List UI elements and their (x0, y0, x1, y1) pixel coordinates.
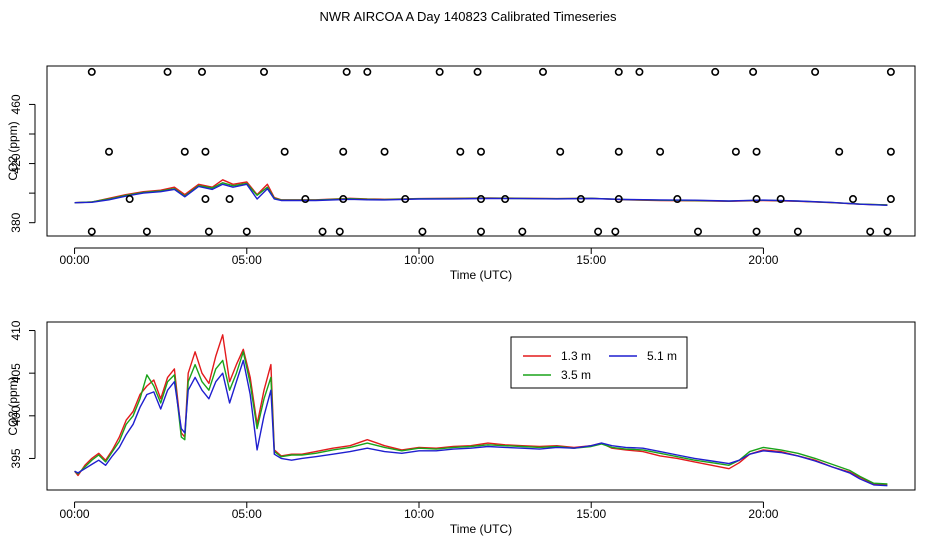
x-tick-label: 15:00 (576, 507, 606, 521)
data-point (125, 195, 134, 204)
x-tick-label: 05:00 (232, 507, 262, 521)
legend-label: 1.3 m (561, 349, 591, 363)
data-point (501, 195, 510, 204)
data-point (594, 227, 603, 236)
data-point (538, 67, 547, 76)
data-point (335, 227, 344, 236)
legend-label: 5.1 m (647, 349, 677, 363)
data-point (752, 195, 761, 204)
y-axis-label: CO2 (ppm) (6, 376, 20, 435)
series-line-13m (74, 334, 888, 486)
y-tick-label: 405 (9, 363, 23, 383)
data-point (614, 147, 623, 156)
x-tick-label: 00:00 (60, 253, 90, 267)
bottom-panel: 00:00 05:00 10:00 15:00 20:00 Time (UTC) 395 40… (6, 320, 916, 536)
data-point (105, 147, 114, 156)
data-point (363, 67, 372, 76)
data-point (518, 227, 527, 236)
data-point (339, 195, 348, 204)
data-point (201, 147, 210, 156)
y-tick-label: 380 (9, 212, 23, 232)
data-point (776, 195, 785, 204)
top-panel: 00:00 05:00 10:00 15:00 20:00 Time (UTC) 380 42… (6, 65, 916, 282)
plot-frame (46, 321, 916, 491)
x-tick-label: 20:00 (748, 507, 778, 521)
x-axis-label: Time (UTC) (450, 522, 512, 536)
y-tick-label: 395 (9, 448, 23, 468)
data-point (201, 195, 210, 204)
data-point (87, 67, 96, 76)
data-point (752, 227, 761, 236)
data-point (886, 67, 895, 76)
data-point (731, 147, 740, 156)
data-point (576, 195, 585, 204)
data-point (886, 195, 895, 204)
data-point (318, 227, 327, 236)
data-point (693, 227, 702, 236)
data-point (711, 67, 720, 76)
data-point (435, 67, 444, 76)
series-line-13m (74, 179, 888, 206)
data-point (886, 147, 895, 156)
data-point (635, 67, 644, 76)
y-tick-label: 410 (9, 320, 23, 340)
x-tick-label: 15:00 (576, 253, 606, 267)
data-point (614, 195, 623, 204)
data-point (380, 147, 389, 156)
data-point (614, 67, 623, 76)
series-line-35m (74, 351, 888, 485)
data-point (342, 67, 351, 76)
data-point (556, 147, 565, 156)
data-point (225, 195, 234, 204)
data-point (280, 147, 289, 156)
y-tick-label: 460 (9, 94, 23, 114)
data-point (401, 195, 410, 204)
x-tick-label: 20:00 (748, 253, 778, 267)
data-point (611, 227, 620, 236)
data-point (418, 227, 427, 236)
data-point (866, 227, 875, 236)
data-point (163, 67, 172, 76)
data-point (476, 147, 485, 156)
chart-title: NWR AIRCOA A Day 140823 Calibrated Times… (319, 9, 617, 24)
x-tick-label: 00:00 (60, 507, 90, 521)
data-point (883, 227, 892, 236)
data-point (198, 67, 207, 76)
x-tick-label: 10:00 (404, 507, 434, 521)
series-line-51m (74, 183, 888, 206)
data-point (793, 227, 802, 236)
legend-label: 3.5 m (561, 368, 591, 382)
x-axis-label: Time (UTC) (450, 268, 512, 282)
x-tick-label: 10:00 (404, 253, 434, 267)
data-point (142, 227, 151, 236)
data-point (848, 195, 857, 204)
data-point (204, 227, 213, 236)
y-tick-label: 400 (9, 405, 23, 425)
x-tick-label: 05:00 (232, 253, 262, 267)
data-point (242, 227, 251, 236)
data-point (339, 147, 348, 156)
data-point (259, 67, 268, 76)
data-point (752, 147, 761, 156)
data-point (656, 147, 665, 156)
data-point (87, 227, 96, 236)
data-point (456, 147, 465, 156)
y-axis-label: CO2 (ppm) (6, 121, 20, 180)
data-point (476, 227, 485, 236)
plot-frame (46, 65, 916, 237)
legend-box (510, 336, 688, 389)
y-tick-label: 420 (9, 153, 23, 173)
data-point (476, 195, 485, 204)
data-point (180, 147, 189, 156)
data-point (835, 147, 844, 156)
data-point (673, 195, 682, 204)
data-point (473, 67, 482, 76)
series-line-51m (74, 359, 888, 487)
data-point (811, 67, 820, 76)
data-point (301, 195, 310, 204)
data-point (749, 67, 758, 76)
